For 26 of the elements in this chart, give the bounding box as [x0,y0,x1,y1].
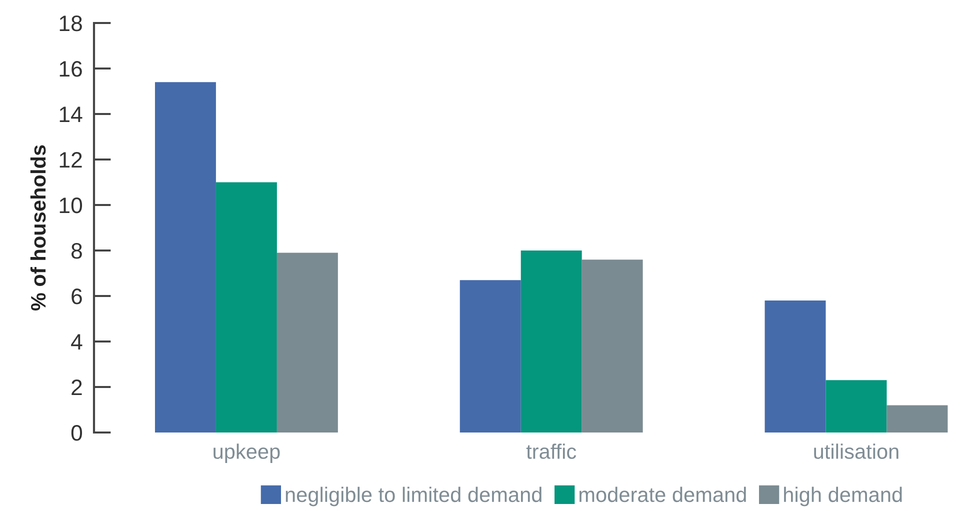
bar [826,380,887,432]
legend-label: high demand [784,486,902,506]
y-tick-label: 18 [60,16,82,32]
y-tick-label: 14 [60,106,82,122]
bar [276,252,338,432]
y-tick-label: 10 [60,198,82,214]
y-tick-label: 8 [71,243,82,259]
x-tick-label: utilisation [814,444,898,459]
bar [460,280,521,432]
x-tick-label: upkeep [214,444,280,464]
bar [764,300,826,432]
bar [154,82,216,432]
legend-label: negligible to limited demand [286,486,542,506]
bar [520,250,582,432]
y-tick-label: 16 [60,61,82,77]
legend-label: moderate demand [580,486,746,502]
bar [582,260,643,432]
bar [886,405,948,432]
y-tick-label: 12 [60,152,82,168]
y-tick-label: 2 [72,380,82,396]
x-tick-label: traffic [526,444,576,459]
bar [216,182,277,432]
y-tick-label: 0 [71,425,82,441]
y-axis-title: % of households [30,145,46,311]
y-tick-label: 4 [71,334,82,350]
y-tick-label: 6 [72,288,82,304]
